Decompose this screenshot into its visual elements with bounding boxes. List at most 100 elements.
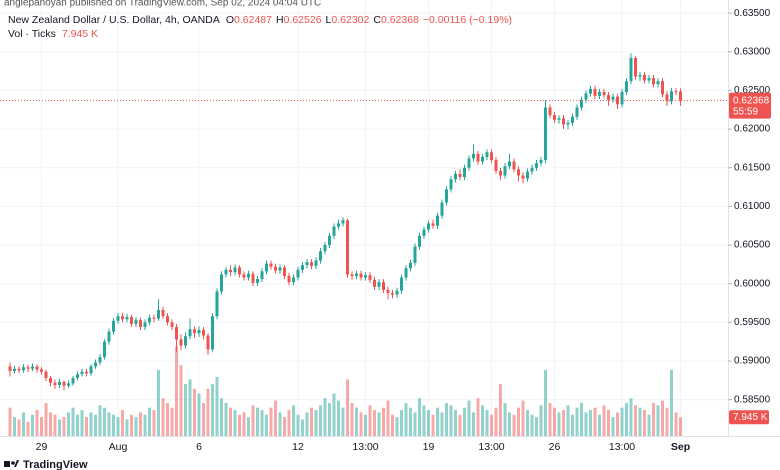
volume-bar [679,417,682,436]
volume-bar [404,402,408,436]
logo-mark [4,461,10,467]
candle-body [445,189,448,203]
volume-bar [242,412,246,436]
countdown: 55:59 [733,106,758,117]
x-tick-label: 6 [196,441,202,453]
volume-bar [62,417,66,436]
volume-bar [517,407,520,436]
x-tick-label: 13:00 [478,441,504,453]
volume-bar [94,414,97,436]
volume-bar [625,402,628,436]
candle-body [130,316,133,324]
volume-bar [593,407,597,436]
candle-body [670,91,673,102]
candle-body [224,269,228,275]
last-price-box [729,92,771,119]
volume-bar [76,414,79,436]
axes: 0.58500 0.59000 0.59500 0.60000 0.60500 0.610… [0,8,771,453]
candle-body [382,282,385,290]
x-tick-label: 29 [36,441,48,453]
volume-bar [503,402,507,436]
candle-body [530,167,534,172]
y-tick-label: 0.63500 [734,8,771,19]
candle-body [571,116,574,123]
volume-bar [562,410,565,436]
volume-bar [580,402,583,436]
volume-bar [301,419,304,436]
candle-body [458,173,462,178]
candle-body [620,91,624,105]
volume-bar [359,412,363,436]
grid [0,0,728,436]
candle-body [134,320,138,324]
x-tick-label: Aug [109,441,128,453]
candle-body [566,122,570,125]
candle-body [337,223,340,227]
candle-body [593,88,597,96]
candle-body [526,171,529,179]
candle-body [368,275,372,280]
candle-body [679,91,682,101]
volume-bar [71,407,75,436]
candle-body [404,268,408,278]
candle-body [557,118,561,120]
candle-body [373,279,376,287]
volume-bar [40,417,43,436]
volume-bar [436,407,439,436]
change: −0.00116 (−0.19%) [423,14,512,26]
candle-body [229,269,232,273]
volume-bar [35,410,39,436]
candle-body [62,381,66,386]
candle-body [17,368,21,371]
candle-body [8,366,12,372]
candle-body [553,115,556,120]
candle-body [413,246,417,263]
volume-bar [494,407,498,436]
candle-body [35,366,39,370]
candle-body [22,367,25,371]
volume-bar [656,405,660,436]
volume-value-label: 7.945 K [733,412,768,423]
candle-body [454,173,457,180]
candle-body [391,292,394,295]
candle-body [260,271,264,280]
candle-body [170,322,174,327]
volume-bar [197,393,201,436]
logo-mark [14,460,19,467]
candle-body [656,81,660,85]
candle-body [296,269,300,278]
volume-bar [8,407,12,436]
volume-bar [125,419,129,436]
volume-bar [472,412,475,436]
candle-body [472,153,475,159]
high-value: 0.62526 [284,14,322,26]
volume-bar [323,398,327,436]
volume-bar [134,417,138,436]
volume-bar [112,414,115,436]
candle-body [305,262,309,266]
y-tick-label: 0.60000 [734,278,771,289]
volume-bar [526,410,529,436]
volume-bar [409,407,412,436]
volume-bar [26,421,30,436]
volume-bar [287,410,291,436]
volume-bar [265,414,268,436]
volume-bar [107,412,111,436]
volume-bar [184,384,187,436]
volume-bar [314,410,318,436]
candle-body [602,91,606,96]
volume-bar [427,410,430,436]
candle-body [463,167,466,178]
candle-body [283,267,286,276]
candle-body [184,336,187,346]
footer-brand: TradingView [23,459,88,470]
x-tick-label: 19 [423,441,435,453]
candle-body [233,267,237,273]
volume-bar [175,346,178,436]
volume-bar [661,400,664,436]
ohlc-label: L [326,14,332,26]
volume-bar [391,414,394,436]
candle-body [355,273,358,276]
candle-body [116,316,120,321]
x-tick-label: 26 [549,441,561,453]
